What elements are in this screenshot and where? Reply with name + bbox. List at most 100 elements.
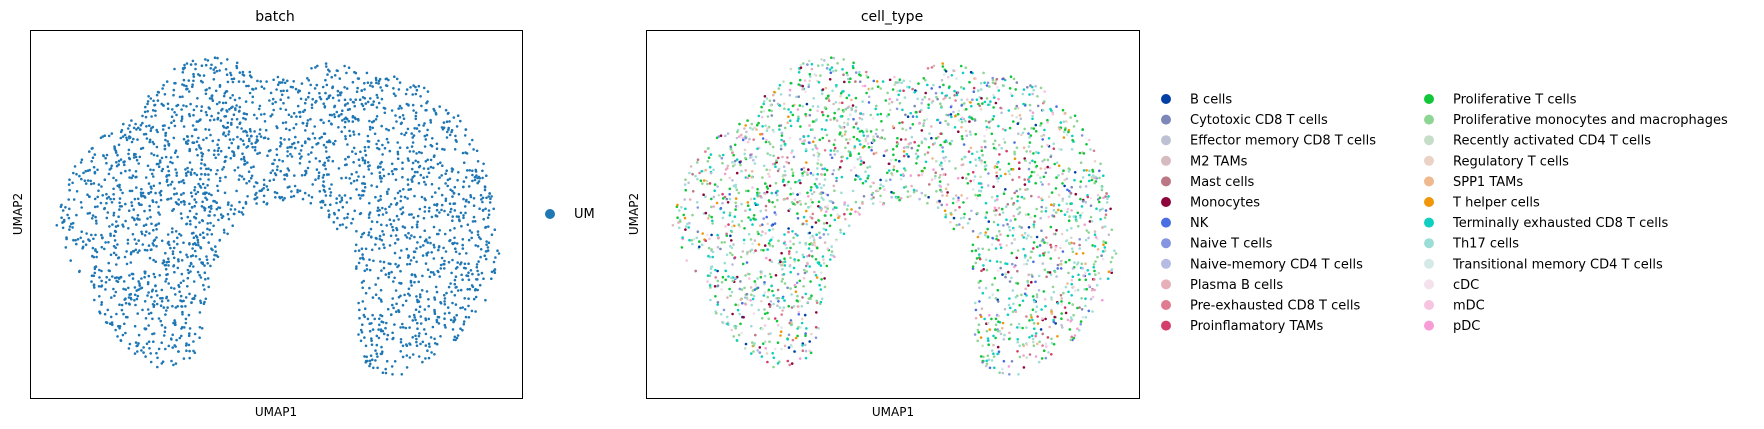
data-point bbox=[194, 225, 198, 229]
data-point bbox=[751, 128, 754, 131]
data-point bbox=[879, 178, 882, 182]
data-point bbox=[772, 93, 775, 97]
data-point bbox=[188, 147, 191, 151]
data-point bbox=[126, 238, 130, 242]
data-point bbox=[129, 261, 133, 264]
data-point bbox=[474, 310, 477, 313]
data-point bbox=[340, 176, 343, 180]
data-point bbox=[777, 239, 780, 243]
data-point bbox=[121, 135, 125, 138]
data-point bbox=[138, 249, 141, 252]
data-point bbox=[711, 255, 714, 259]
data-point bbox=[105, 192, 108, 196]
data-point bbox=[1043, 100, 1046, 103]
data-point bbox=[818, 182, 821, 186]
data-point bbox=[766, 187, 769, 190]
data-point bbox=[137, 126, 140, 130]
data-point bbox=[484, 257, 488, 261]
data-point bbox=[415, 340, 418, 344]
data-point bbox=[344, 137, 348, 141]
data-point bbox=[746, 176, 750, 180]
data-point bbox=[799, 181, 802, 185]
data-point bbox=[1036, 245, 1039, 249]
data-point bbox=[898, 89, 902, 93]
data-point bbox=[1091, 244, 1094, 247]
data-point bbox=[411, 180, 414, 183]
data-point bbox=[775, 193, 779, 197]
data-point bbox=[893, 83, 896, 86]
data-point bbox=[941, 194, 944, 197]
data-point bbox=[203, 173, 207, 176]
data-point bbox=[158, 159, 162, 162]
data-point bbox=[1057, 208, 1060, 212]
data-point bbox=[207, 106, 211, 109]
data-point bbox=[456, 261, 460, 264]
data-point bbox=[115, 164, 119, 168]
data-point bbox=[330, 113, 334, 117]
data-point bbox=[752, 344, 756, 347]
data-point bbox=[218, 176, 222, 180]
data-point bbox=[405, 343, 408, 346]
data-point bbox=[859, 155, 862, 159]
data-point bbox=[346, 212, 350, 216]
data-point bbox=[78, 174, 81, 178]
data-point bbox=[412, 256, 416, 259]
data-point bbox=[419, 342, 422, 346]
data-point bbox=[271, 102, 275, 105]
data-point bbox=[287, 169, 291, 172]
data-point bbox=[832, 184, 836, 188]
data-point bbox=[1062, 169, 1065, 172]
data-point bbox=[1020, 195, 1024, 199]
data-point bbox=[854, 122, 858, 126]
data-point bbox=[704, 168, 708, 172]
data-point bbox=[275, 88, 278, 91]
data-point bbox=[68, 225, 72, 228]
data-point bbox=[195, 120, 199, 123]
data-point bbox=[971, 117, 974, 121]
data-point bbox=[848, 80, 851, 84]
data-point bbox=[448, 229, 452, 232]
data-point bbox=[304, 98, 308, 101]
data-point bbox=[358, 308, 361, 312]
data-point bbox=[189, 191, 193, 195]
data-point bbox=[806, 63, 809, 66]
data-point bbox=[192, 79, 195, 83]
data-point bbox=[110, 132, 114, 135]
data-point bbox=[959, 64, 963, 68]
data-point bbox=[858, 80, 862, 83]
data-point bbox=[1007, 109, 1011, 112]
data-point bbox=[192, 75, 196, 78]
data-point bbox=[314, 178, 317, 181]
data-point bbox=[1018, 355, 1022, 359]
data-point bbox=[992, 355, 996, 358]
data-point bbox=[162, 104, 165, 107]
data-point bbox=[1031, 85, 1034, 89]
data-point bbox=[831, 172, 834, 176]
data-point bbox=[826, 94, 830, 98]
data-point bbox=[163, 330, 167, 334]
data-point bbox=[944, 119, 947, 123]
data-point bbox=[410, 167, 414, 171]
data-point bbox=[344, 176, 348, 180]
data-point bbox=[797, 310, 800, 314]
data-point bbox=[84, 169, 87, 173]
data-point bbox=[410, 145, 414, 148]
data-point bbox=[787, 227, 790, 230]
data-point bbox=[483, 254, 487, 257]
data-point bbox=[375, 334, 379, 338]
data-point bbox=[1004, 271, 1007, 275]
data-point bbox=[983, 165, 987, 168]
data-point bbox=[478, 207, 481, 210]
data-point bbox=[84, 243, 88, 246]
data-point bbox=[336, 216, 339, 220]
data-point bbox=[192, 72, 195, 76]
data-point bbox=[413, 316, 417, 319]
data-point bbox=[304, 171, 308, 175]
data-point bbox=[1078, 306, 1081, 309]
data-point bbox=[372, 259, 375, 263]
data-point bbox=[747, 277, 751, 280]
data-point bbox=[706, 274, 710, 278]
data-point bbox=[185, 87, 188, 91]
data-point bbox=[237, 110, 241, 113]
data-point bbox=[783, 264, 787, 267]
